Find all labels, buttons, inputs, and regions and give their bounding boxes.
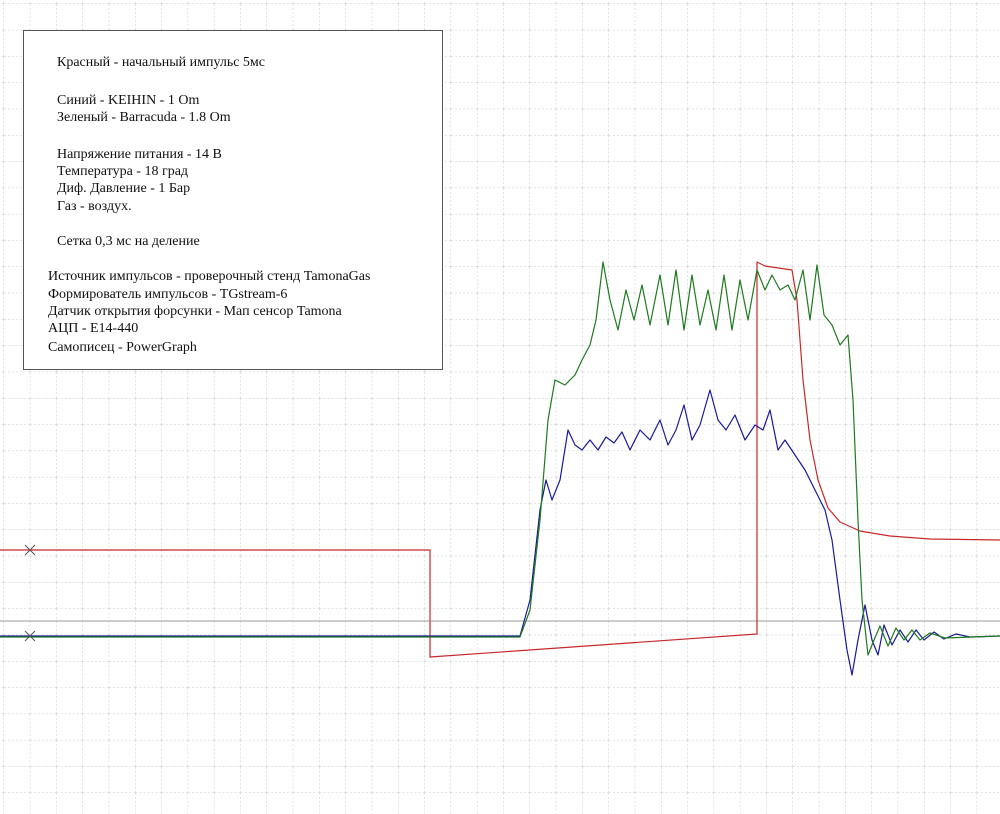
markers — [24, 544, 36, 642]
note: Самописец - PowerGraph — [48, 340, 197, 355]
note: Сетка 0,3 мс на деление — [57, 234, 200, 249]
blue-trace — [0, 389, 1000, 676]
note: Источник импульсов - проверочный стенд T… — [48, 269, 370, 284]
note: Газ - воздух. — [57, 199, 132, 214]
green-trace — [0, 261, 1000, 656]
note: Синий - KEIHIN - 1 Om — [57, 93, 199, 108]
note: Красный - начальный импульс 5мс — [57, 55, 265, 70]
note: Температура - 18 град — [57, 164, 188, 179]
note: АЦП - E14-440 — [48, 321, 138, 336]
note: Напряжение питания - 14 В — [57, 147, 222, 162]
note: Зеленый - Barracuda - 1.8 Om — [57, 110, 231, 125]
note: Формирователь импульсов - TGstream-6 — [48, 287, 287, 302]
info-box — [23, 30, 443, 370]
note: Диф. Давление - 1 Бар — [57, 181, 190, 196]
note: Датчик открытия форсунки - Мап сенсор Ta… — [48, 304, 343, 319]
red-trace — [0, 261, 1000, 658]
